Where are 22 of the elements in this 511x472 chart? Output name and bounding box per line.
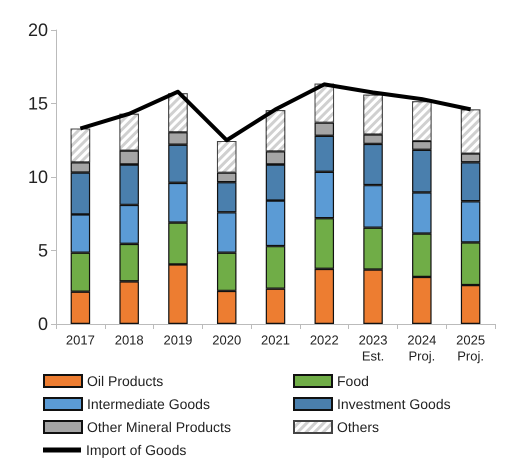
x-tick-label: 2017	[66, 332, 95, 348]
legend-label: Oil Products	[87, 373, 164, 389]
legend-label: Investment Goods	[337, 396, 451, 412]
x-tick-label: 2024 Proj.	[407, 332, 436, 364]
x-tick-label: 2021	[261, 332, 290, 348]
y-tick-label: 0	[38, 314, 48, 334]
x-tick-label: 2018	[114, 332, 144, 348]
legend-label: Food	[337, 373, 369, 389]
x-tick-label: 2025 Proj.	[456, 332, 486, 364]
x-tick-label: 2022	[310, 332, 339, 348]
x-tick-label: 2019	[163, 332, 192, 348]
y-tick-label: 5	[38, 240, 48, 260]
legend-label: Import of Goods	[86, 442, 186, 458]
y-tick-label: 10	[28, 167, 48, 187]
legend-label: Intermediate Goods	[87, 396, 210, 412]
legend-label: Other Mineral Products	[87, 419, 231, 435]
legend-label: Others	[337, 419, 380, 435]
line-series	[78, 82, 473, 142]
x-tick-label: 2020	[212, 332, 242, 348]
x-tick-label: 2023 Est.	[358, 332, 388, 364]
y-tick-label: 20	[28, 20, 48, 40]
y-tick-label: 15	[28, 94, 48, 114]
